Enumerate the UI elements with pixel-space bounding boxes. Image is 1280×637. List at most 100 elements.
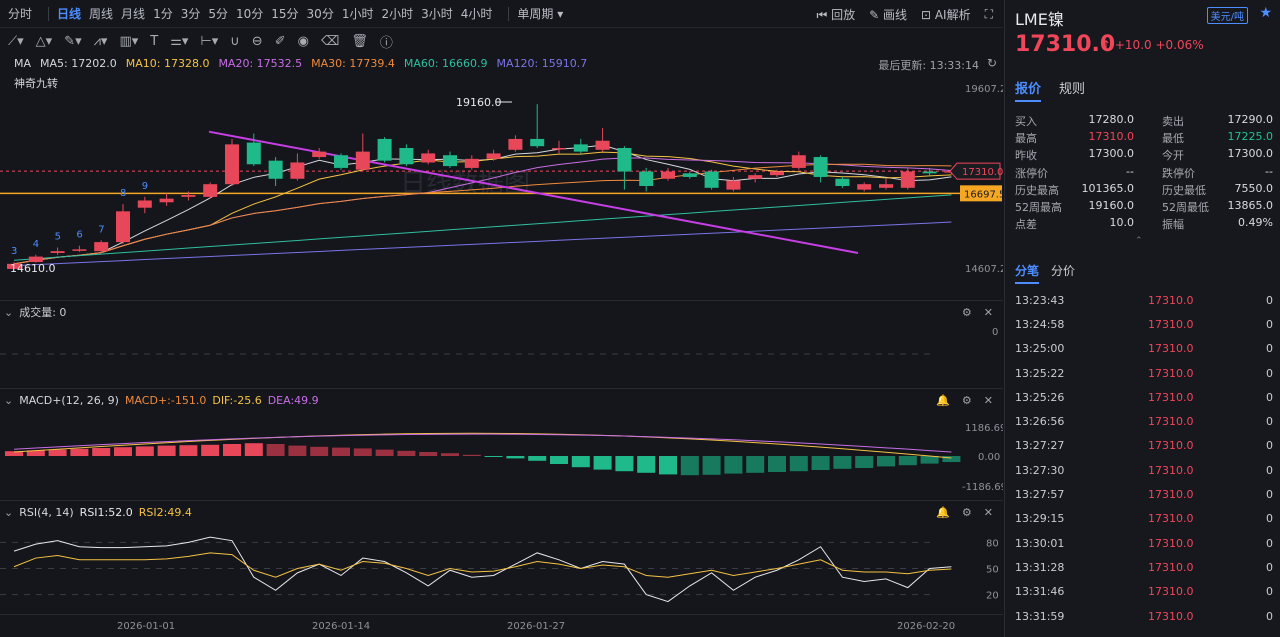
trade-volume: 0 xyxy=(1266,560,1273,574)
timeframe-13[interactable]: 4小时 xyxy=(460,7,493,21)
collapse-icon[interactable]: ⌄ xyxy=(4,505,14,519)
timeframe-3[interactable]: 月线 xyxy=(121,7,146,21)
collapse-up-icon[interactable]: ⌃ xyxy=(1135,236,1143,246)
trash-icon[interactable]: 🗑 xyxy=(351,33,368,49)
candle-body xyxy=(508,138,523,150)
trade-volume: 0 xyxy=(1266,585,1273,599)
trade-price: 17310.0 xyxy=(1148,293,1194,307)
trade-row: 13:31:59 17310.0 0 xyxy=(1015,604,1273,628)
candle-body xyxy=(7,263,21,269)
quote-label: 今开 xyxy=(1162,149,1184,163)
macd-bar xyxy=(375,449,394,456)
pen-tool-icon[interactable]: ✎▾ xyxy=(64,33,82,49)
collapse-icon[interactable]: ⌄ xyxy=(4,393,14,407)
eraser-icon[interactable]: ⌫ xyxy=(320,33,340,49)
candle-body xyxy=(225,144,239,185)
timeframe-7[interactable]: 10分 xyxy=(235,7,264,21)
trade-row: 13:25:26 17310.0 0 xyxy=(1015,385,1273,409)
quote-value: 17300.0 xyxy=(1088,147,1135,161)
dif-line xyxy=(13,432,952,459)
pane-divider[interactable] xyxy=(0,388,1003,389)
timeframe-0[interactable]: 分时 xyxy=(8,7,33,21)
trade-row: 13:23:43 17310.0 0 xyxy=(1015,288,1273,312)
replay-button[interactable]: ⏮ 回放 xyxy=(816,7,856,22)
ai-analysis-button[interactable]: ⊡ AI解析 xyxy=(920,7,971,22)
tab-price-dist[interactable]: 分价 xyxy=(1051,264,1076,278)
measure-tool-icon[interactable]: ⊢▾ xyxy=(200,33,219,49)
text-tool-icon[interactable]: T xyxy=(150,33,159,49)
quote-value: 17280.0 xyxy=(1088,112,1135,126)
candle-body xyxy=(639,171,654,187)
timeframe-12[interactable]: 3小时 xyxy=(421,7,453,21)
quote-value: 0.49% xyxy=(1238,216,1273,230)
draw-button[interactable]: ✎ 画线 xyxy=(869,7,907,22)
quote-row: 最高 17310.0 最低 17225.0 xyxy=(1015,129,1273,146)
pane-divider[interactable] xyxy=(0,500,1003,501)
quote-cell: 昨收 17300.0 xyxy=(1015,147,1144,163)
magnet-icon[interactable]: ∪ xyxy=(230,33,240,49)
link-icon[interactable]: ⊖ xyxy=(251,33,263,49)
close-icon[interactable]: ✕ xyxy=(983,305,993,319)
tab-rules[interactable]: 规则 xyxy=(1059,82,1086,97)
macd-header: ⌄ MACD+(12, 26, 9) MACD+:-151.0 DIF:-25.… xyxy=(0,390,1003,410)
shape-tool-icon[interactable]: △▾ xyxy=(35,33,53,49)
chart-actions: ⏮ 回放 ✎ 画线 ⊡ AI解析 ⛶ xyxy=(816,0,993,28)
eye-icon[interactable]: ◉ xyxy=(297,33,309,49)
ma-legend-item: MA30: 17739.4 xyxy=(311,57,395,70)
line-tool-icon[interactable]: ⟋▾ xyxy=(8,33,24,49)
fullscreen-icon[interactable]: ⛶ xyxy=(984,6,993,21)
trade-volume: 0 xyxy=(1266,293,1273,307)
settings-icon[interactable]: ⚙ xyxy=(961,505,972,519)
quote-label: 涨停价 xyxy=(1015,166,1048,180)
axis-label-top: 19607.2 xyxy=(965,84,1003,95)
timeframe-10[interactable]: 1小时 xyxy=(341,7,374,21)
candle-body xyxy=(28,256,43,263)
edit-icon[interactable]: ✐ xyxy=(274,33,286,49)
trade-time: 13:23:43 xyxy=(1015,293,1065,307)
trade-time: 13:27:30 xyxy=(1015,463,1065,477)
trade-time: 13:31:59 xyxy=(1015,609,1065,623)
quote-row: 昨收 17300.0 今开 17300.0 xyxy=(1015,147,1273,164)
tab-quote[interactable]: 报价 xyxy=(1015,78,1042,102)
pattern-tool-icon[interactable]: ⚌▾ xyxy=(170,33,189,49)
refresh-icon[interactable]: ↻ xyxy=(986,56,997,70)
collapse-icon[interactable]: ⌄ xyxy=(4,305,14,319)
info-icon[interactable]: ⓘ xyxy=(379,35,393,51)
timeframe-1[interactable]: 日线 xyxy=(57,7,82,21)
dea-line xyxy=(13,433,952,453)
timeframe-8[interactable]: 15分 xyxy=(271,7,299,21)
macd-bar xyxy=(877,456,895,467)
bell-icon[interactable]: 🔔 xyxy=(936,505,950,519)
candle-body xyxy=(530,138,545,147)
candle-body xyxy=(617,147,632,172)
close-icon[interactable]: ✕ xyxy=(983,393,993,407)
macd-bar xyxy=(310,446,329,456)
close-icon[interactable]: ✕ xyxy=(983,505,993,519)
bars-tool-icon[interactable]: ▥▾ xyxy=(119,33,139,49)
timeframe-14[interactable]: 单周期 ▾ xyxy=(517,7,564,21)
timeframe-4[interactable]: 1分 xyxy=(153,7,173,21)
timeframe-6[interactable]: 5分 xyxy=(208,7,228,21)
candle-body xyxy=(159,198,174,203)
fib-tool-icon[interactable]: ⩘▾ xyxy=(93,33,108,49)
settings-icon[interactable]: ⚙ xyxy=(961,305,972,319)
unit-badge[interactable]: 美元/吨 xyxy=(1206,7,1248,24)
candle-body xyxy=(116,211,130,243)
tab-ticks[interactable]: 分笔 xyxy=(1015,262,1040,284)
timeframe-5[interactable]: 3分 xyxy=(180,7,201,21)
timeframe-9[interactable]: 30分 xyxy=(306,7,334,21)
settings-icon[interactable]: ⚙ xyxy=(961,393,972,407)
nine-count-label: 9 xyxy=(142,181,148,192)
timeframe-2[interactable]: 周线 xyxy=(89,7,114,21)
quote-value: -- xyxy=(1265,164,1273,178)
rsi2-value: RSI2:49.4 xyxy=(138,505,192,519)
pane-divider[interactable] xyxy=(0,300,1003,301)
candle-body xyxy=(486,153,501,159)
favorite-star-icon[interactable]: ★ xyxy=(1259,5,1272,21)
bell-icon[interactable]: 🔔 xyxy=(936,393,950,407)
candle-body xyxy=(443,155,457,167)
macd-axis-mid: 0.00 xyxy=(978,452,1000,463)
timeframe-11[interactable]: 2小时 xyxy=(381,7,414,21)
quote-label: 振幅 xyxy=(1162,218,1184,232)
